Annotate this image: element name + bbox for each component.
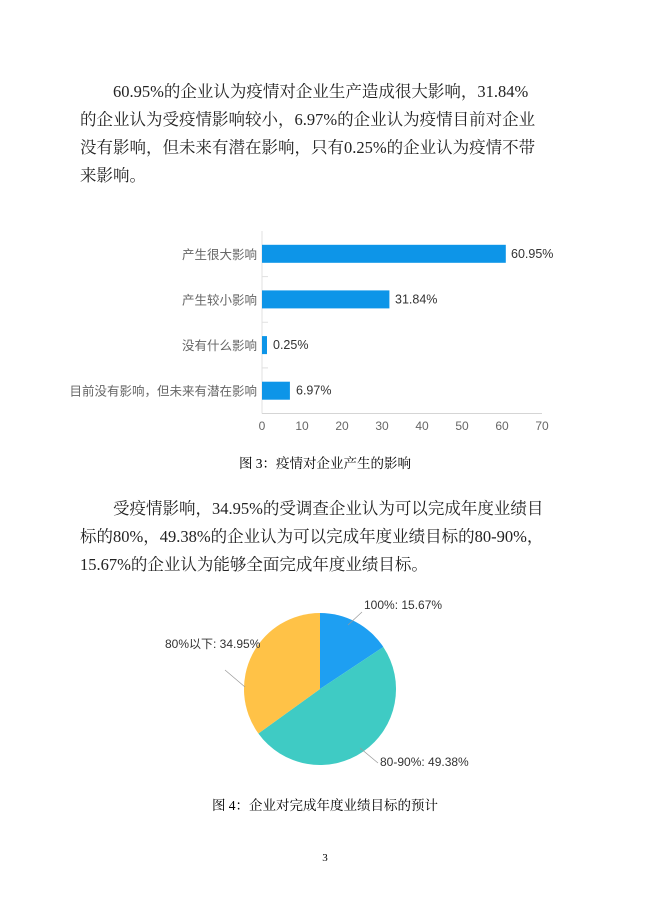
svg-text:80%以下: 34.95%: 80%以下: 34.95%: [165, 637, 261, 651]
svg-text:100%: 15.67%: 100%: 15.67%: [364, 598, 442, 612]
svg-text:80-90%: 49.38%: 80-90%: 49.38%: [380, 755, 469, 769]
